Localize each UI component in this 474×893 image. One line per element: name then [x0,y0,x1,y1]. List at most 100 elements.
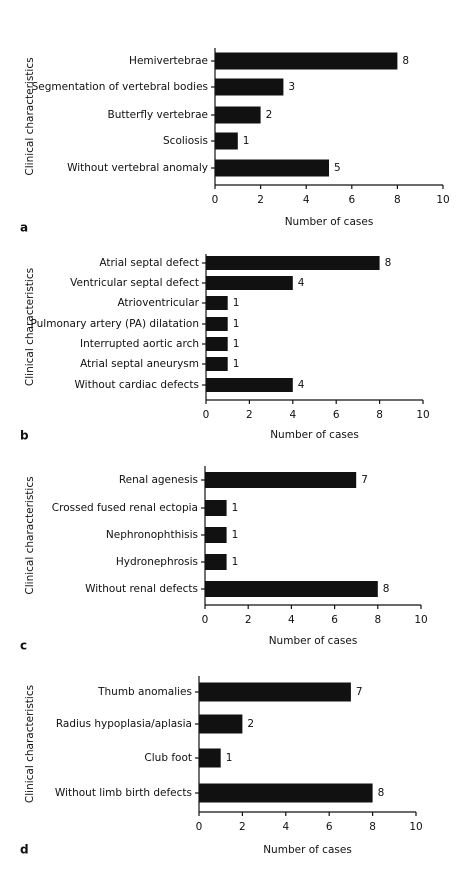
x-tick-label: 4 [288,614,295,626]
value-label: 8 [402,55,409,67]
x-tick-label: 10 [409,821,422,833]
bar [206,296,228,310]
x-tick-label: 10 [416,409,429,421]
value-label: 1 [232,502,239,514]
x-tick-label: 4 [303,194,310,206]
x-axis-label: Number of cases [269,635,358,647]
bar [206,276,293,290]
x-tick-label: 2 [246,409,253,421]
bar [215,159,329,177]
value-label: 8 [383,583,390,595]
value-label: 1 [233,358,240,370]
y-tick-label: Radius hypoplasia/aplasia [56,718,192,730]
bar [199,748,221,768]
y-axis-label: Clinical characteristics [24,268,36,386]
bar [205,581,378,597]
y-axis-label: Clinical characteristics [24,57,36,175]
bar [205,554,227,570]
bar [205,500,227,516]
y-tick-label: Renal agenesis [119,474,198,486]
x-tick-label: 6 [331,614,338,626]
y-tick-label: Pulmonary artery (PA) dilatation [31,318,200,330]
value-label: 1 [232,556,239,568]
value-label: 1 [232,529,239,541]
x-tick-label: 6 [326,821,333,833]
panel-label: a [20,221,28,235]
bar [206,378,293,392]
x-tick-label: 0 [212,194,219,206]
value-label: 1 [243,135,250,147]
x-tick-label: 8 [394,194,401,206]
value-label: 2 [266,109,273,121]
bar [199,714,243,734]
y-tick-label: Without vertebral anomaly [67,162,208,174]
x-tick-label: 2 [257,194,264,206]
x-tick-label: 8 [374,614,381,626]
value-label: 1 [233,297,240,309]
y-tick-label: Butterfly vertebrae [108,109,208,121]
x-tick-label: 6 [333,409,340,421]
y-tick-label: Atrioventricular [117,297,199,309]
x-tick-label: 4 [282,821,289,833]
panel-label: b [20,429,29,443]
value-label: 8 [385,257,392,269]
x-axis-label: Number of cases [285,216,374,228]
y-tick-label: Thumb anomalies [97,686,192,698]
y-tick-label: Hemivertebrae [129,55,208,67]
value-label: 1 [233,318,240,330]
value-label: 1 [233,338,240,350]
y-tick-label: Scoliosis [163,135,208,147]
bar [206,256,380,270]
bar [215,78,284,96]
x-tick-label: 10 [414,614,427,626]
y-axis-label: Clinical characteristics [24,685,36,803]
bar [205,527,227,543]
value-label: 1 [226,752,233,764]
x-tick-label: 6 [348,194,355,206]
value-label: 7 [356,686,363,698]
x-tick-label: 2 [245,614,252,626]
value-label: 5 [334,162,341,174]
bar [206,337,228,351]
x-axis-label: Number of cases [270,429,359,441]
bar [215,106,261,124]
x-tick-label: 10 [436,194,449,206]
bar [215,132,238,150]
y-tick-label: Without limb birth defects [55,787,192,799]
value-label: 4 [298,379,305,391]
bar [205,472,357,488]
value-label: 3 [288,81,295,93]
bar [206,317,228,331]
bar [206,357,228,371]
x-tick-label: 4 [289,409,296,421]
x-tick-label: 8 [376,409,383,421]
y-tick-label: Without cardiac defects [75,379,199,391]
y-tick-label: Atrial septal defect [99,257,199,269]
panel-label: c [20,639,27,653]
y-axis-label: Clinical characteristics [24,476,36,594]
panel-label: d [20,843,29,857]
x-tick-label: 0 [202,614,209,626]
y-tick-label: Hydronephrosis [116,556,198,568]
y-tick-label: Atrial septal aneurysm [80,358,199,370]
x-tick-label: 8 [369,821,376,833]
value-label: 8 [378,787,385,799]
y-tick-label: Club foot [144,752,192,764]
y-tick-label: Without renal defects [85,583,198,595]
bar [199,783,373,803]
y-tick-label: Segmentation of vertebral bodies [32,81,208,93]
x-tick-label: 0 [196,821,203,833]
y-tick-label: Ventricular septal defect [70,277,199,289]
x-axis-label: Number of cases [263,844,352,856]
value-label: 2 [247,718,254,730]
value-label: 4 [298,277,305,289]
x-tick-label: 0 [203,409,210,421]
bar [199,682,351,702]
x-tick-label: 2 [239,821,246,833]
y-tick-label: Interrupted aortic arch [80,338,199,350]
y-tick-label: Nephronophthisis [106,529,198,541]
value-label: 7 [361,474,368,486]
bar [215,52,398,70]
y-tick-label: Crossed fused renal ectopia [52,502,198,514]
